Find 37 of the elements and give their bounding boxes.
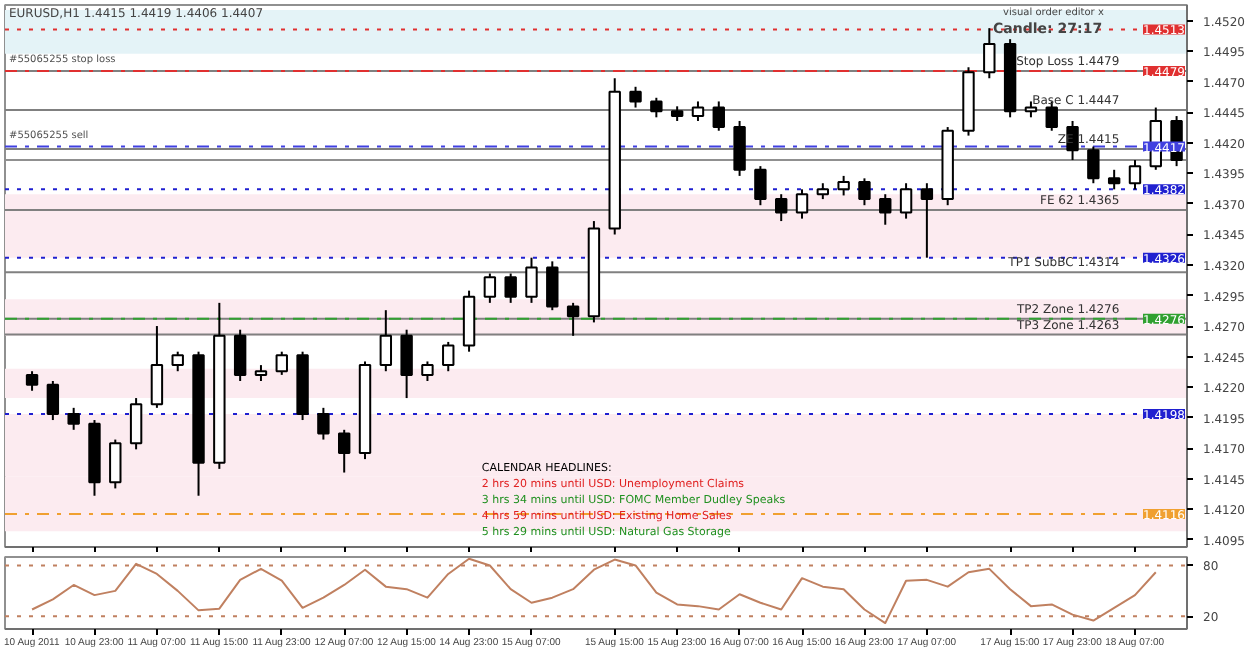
candlestick xyxy=(442,340,455,373)
candlestick xyxy=(67,406,80,431)
candlestick xyxy=(858,177,871,207)
candlestick xyxy=(879,193,892,226)
candlestick xyxy=(109,438,122,490)
candlestick xyxy=(733,119,746,177)
candlestick xyxy=(129,397,143,451)
candlestick xyxy=(983,27,996,80)
candlestick xyxy=(317,406,330,441)
candlestick xyxy=(25,370,39,392)
candlestick xyxy=(775,193,788,223)
candlestick xyxy=(421,360,434,382)
candlestick xyxy=(546,260,559,312)
candlestick xyxy=(171,350,184,373)
candlestick xyxy=(566,301,580,337)
candlestick xyxy=(233,328,247,382)
candlestick xyxy=(1087,145,1100,185)
candlestick xyxy=(504,272,517,304)
candlestick xyxy=(795,188,809,220)
candlestick xyxy=(338,428,351,474)
candlestick xyxy=(837,174,850,197)
candlestick xyxy=(400,328,413,400)
candlestick xyxy=(46,379,60,422)
candlestick xyxy=(691,100,705,122)
candlestick xyxy=(712,100,725,132)
candlestick xyxy=(899,182,913,220)
candlestick xyxy=(525,256,538,304)
candlestick xyxy=(150,325,164,409)
candlestick xyxy=(275,350,288,376)
candlestick xyxy=(629,85,642,109)
candlestick xyxy=(1128,159,1142,191)
candlestick xyxy=(650,96,663,119)
candlestick xyxy=(754,165,767,207)
candlestick xyxy=(1107,168,1121,191)
candlestick xyxy=(379,309,393,373)
candlestick xyxy=(920,182,934,259)
candlestick xyxy=(483,272,497,304)
